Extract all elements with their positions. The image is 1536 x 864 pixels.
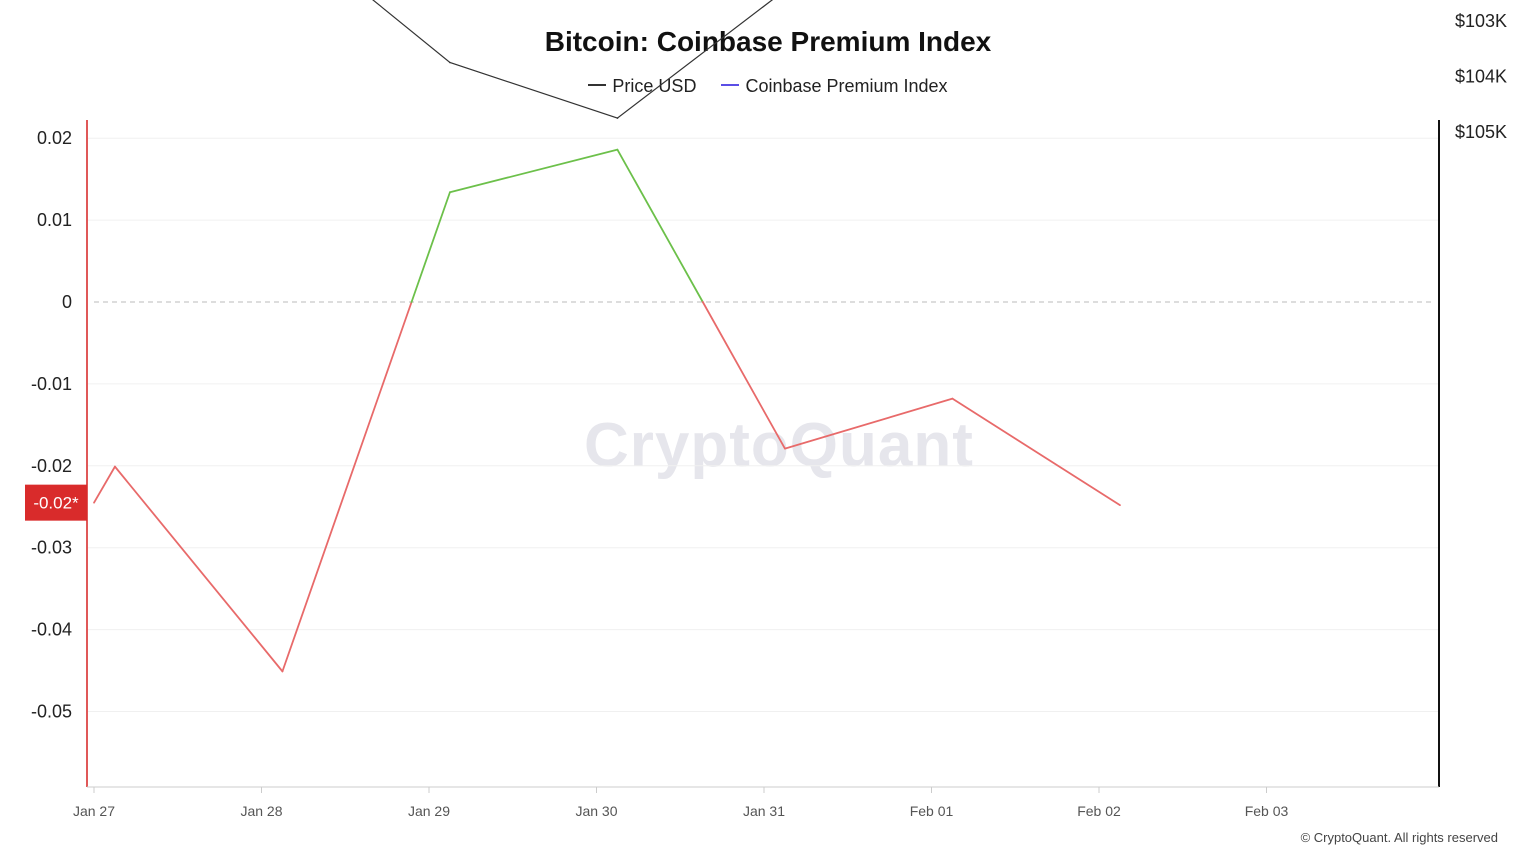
premium-segment [701, 301, 786, 450]
legend-label-premium: Coinbase Premium Index [745, 76, 948, 96]
gridlines [87, 137, 1439, 712]
y-left-tick-label: 0.01 [37, 210, 72, 230]
x-tick-label: Feb 03 [1245, 803, 1289, 819]
legend-item-premium[interactable]: Coinbase Premium Index [721, 76, 948, 97]
current-premium-value: -0.02* [33, 494, 79, 513]
x-tick-label: Feb 02 [1077, 803, 1121, 819]
value-badges: -0.02*$93.9K [25, 484, 87, 521]
y-left-tick-label: -0.05 [31, 702, 72, 722]
legend: Price USD Coinbase Premium Index [0, 76, 1536, 97]
x-tick-label: Jan 27 [73, 803, 115, 819]
x-tick-label: Feb 01 [910, 803, 954, 819]
x-tick-label: Jan 28 [240, 803, 282, 819]
chart-title: Bitcoin: Coinbase Premium Index [544, 26, 992, 57]
premium-segment [449, 148, 619, 194]
x-tick-label: Jan 31 [743, 803, 785, 819]
y-right-tick-label: $103K [1455, 11, 1507, 31]
y-left-tick-label: -0.03 [31, 538, 72, 558]
y-left-tick-label: -0.02 [31, 456, 72, 476]
copyright-credit: © CryptoQuant. All rights reserved [1300, 830, 1498, 845]
y-left-tick-label: -0.01 [31, 374, 72, 394]
price-usd-line [372, 0, 774, 119]
axes [86, 120, 1440, 788]
legend-swatch-premium [721, 84, 740, 87]
legend-swatch-price [588, 84, 607, 87]
tick-labels: 0.02 0.01 0 -0.01 -0.02 -0.03 -0.04 -0.05 $105K $… [31, 11, 1507, 819]
legend-item-price[interactable]: Price USD [588, 76, 696, 97]
premium-segment [784, 397, 954, 450]
legend-label-price: Price USD [612, 76, 697, 96]
series-price [372, 0, 774, 119]
y-right-tick-label: $104K [1455, 66, 1507, 86]
y-left-tick-label: 0.02 [37, 128, 72, 148]
premium-segment [951, 397, 1121, 507]
price-point [616, 117, 619, 119]
premium-segment [616, 148, 704, 303]
watermark: CryptoQuant [584, 411, 974, 480]
premium-segment [281, 301, 413, 673]
price-point [449, 61, 451, 64]
y-right-tick-label: $105K [1455, 122, 1507, 142]
premium-segment [410, 191, 451, 303]
y-left-tick-label: -0.04 [31, 620, 72, 640]
x-tick-label: Jan 30 [575, 803, 617, 819]
premium-segment [93, 465, 116, 504]
current-premium-badge [25, 484, 87, 521]
y-left-tick-label: 0 [62, 292, 72, 312]
premium-segment [114, 465, 284, 673]
x-tick-label: Jan 29 [408, 803, 450, 819]
series-premium [93, 148, 1121, 673]
